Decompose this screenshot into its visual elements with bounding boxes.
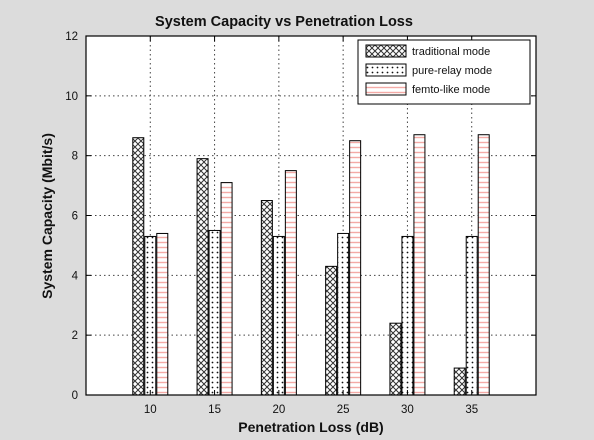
bar-dots-25 — [337, 232, 350, 396]
bar-stripes-15 — [220, 182, 233, 396]
y-tick-label: 8 — [72, 151, 78, 163]
x-tick-label: 35 — [465, 404, 478, 416]
y-tick-label: 0 — [72, 390, 78, 402]
bars-group — [132, 134, 490, 396]
x-axis-label: Penetration Loss (dB) — [238, 419, 383, 435]
x-tick-label: 30 — [401, 404, 414, 416]
y-tick-label: 10 — [65, 91, 78, 103]
bar-dots-20 — [272, 235, 285, 396]
y-tick-label: 6 — [72, 211, 78, 223]
y-tick-label: 4 — [72, 270, 79, 282]
x-tick-label: 10 — [144, 404, 157, 416]
bar-dots-15 — [208, 229, 221, 396]
bar-crosshatch-20 — [260, 200, 273, 396]
x-axis-ticks: 10 15 20 25 30 35 — [144, 36, 478, 416]
y-axis-ticks: 0 2 4 6 8 10 12 — [65, 31, 536, 402]
legend-label: pure-relay mode — [412, 65, 492, 77]
legend-label: femto-like mode — [412, 84, 490, 96]
bar-stripes-10 — [156, 232, 169, 396]
bar-stripes-20 — [284, 170, 297, 396]
x-tick-label: 15 — [208, 404, 221, 416]
chart-title: System Capacity vs Penetration Loss — [155, 14, 413, 30]
bar-stripes-25 — [349, 140, 362, 396]
legend-label: traditional mode — [412, 46, 490, 58]
legend: traditional mode pure-relay mode femto-lik… — [357, 39, 531, 105]
legend-swatch-dots — [365, 63, 407, 77]
y-axis-label: System Capacity (Mbit/s) — [39, 133, 55, 299]
bar-crosshatch-10 — [132, 137, 145, 396]
bar-crosshatch-35 — [453, 367, 466, 396]
bar-dots-10 — [144, 235, 157, 396]
bar-stripes-30 — [413, 134, 426, 396]
bar-dots-30 — [401, 235, 414, 396]
x-tick-label: 25 — [337, 404, 350, 416]
legend-swatch-stripes — [365, 82, 407, 96]
y-tick-label: 12 — [65, 31, 78, 43]
legend-swatch-crosshatch — [365, 44, 407, 58]
x-tick-label: 20 — [272, 404, 285, 416]
bar-stripes-35 — [477, 134, 490, 396]
bar-crosshatch-15 — [196, 158, 209, 396]
bar-crosshatch-30 — [389, 322, 402, 396]
bar-crosshatch-25 — [325, 265, 338, 396]
y-tick-label: 2 — [72, 330, 78, 342]
bar-dots-35 — [465, 235, 478, 396]
